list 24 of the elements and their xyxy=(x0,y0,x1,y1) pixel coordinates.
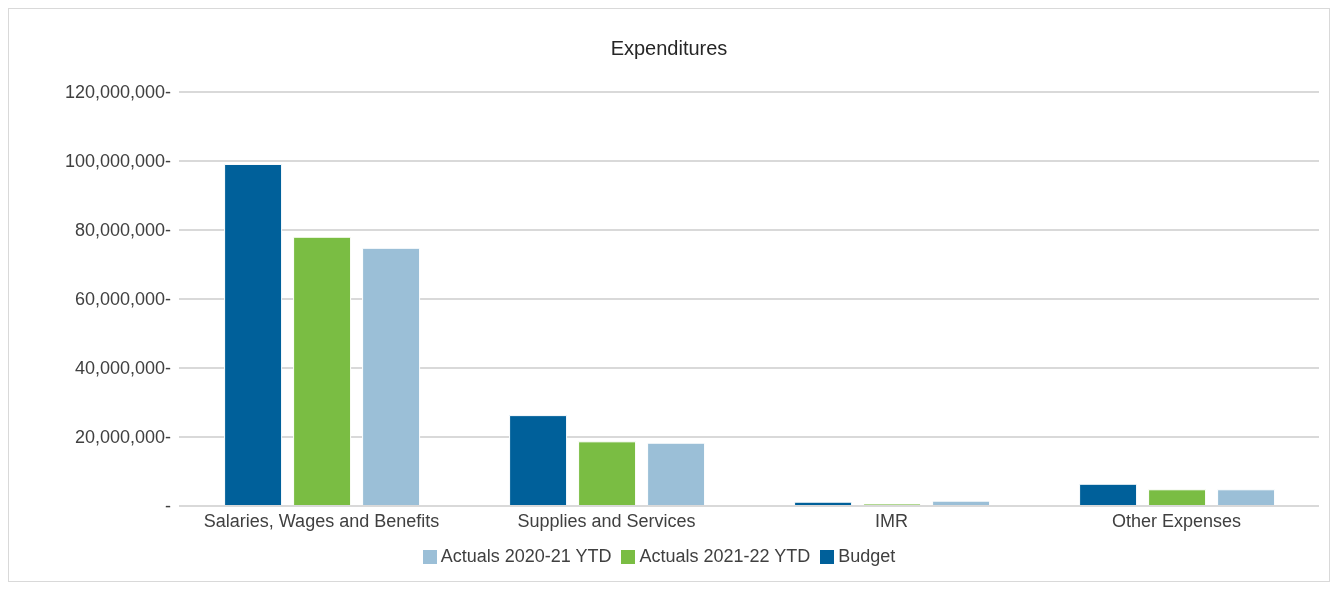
bar xyxy=(1148,489,1207,506)
legend-label: Actuals 2021-22 YTD xyxy=(639,546,811,566)
x-tick-label: IMR xyxy=(875,510,908,531)
y-tick-label: 80,000,000- xyxy=(74,220,171,241)
bar xyxy=(578,441,637,506)
bar xyxy=(509,415,568,506)
y-tick-label: 40,000,000- xyxy=(74,358,171,379)
y-tick-label: - xyxy=(165,496,171,517)
legend-label: Actuals 2020-21 YTD xyxy=(440,546,612,566)
y-tick-label: 120,000,000- xyxy=(64,82,171,103)
x-tick-label: Other Expenses xyxy=(1111,510,1242,531)
legend-label: Budget xyxy=(838,546,896,566)
bar xyxy=(362,247,421,506)
y-tick-label: 100,000,000- xyxy=(64,151,171,172)
bar xyxy=(224,163,283,506)
bar xyxy=(1079,483,1138,506)
x-tick-label: Supplies and Services xyxy=(517,510,696,531)
chart-title: Expenditures xyxy=(609,36,729,61)
bar xyxy=(647,442,706,506)
y-tick-label: 20,000,000- xyxy=(74,427,171,448)
bar xyxy=(293,236,352,506)
bar xyxy=(1217,489,1276,506)
y-tick-label: 60,000,000- xyxy=(74,289,171,310)
x-tick-label: Salaries, Wages and Benefits xyxy=(203,510,440,531)
